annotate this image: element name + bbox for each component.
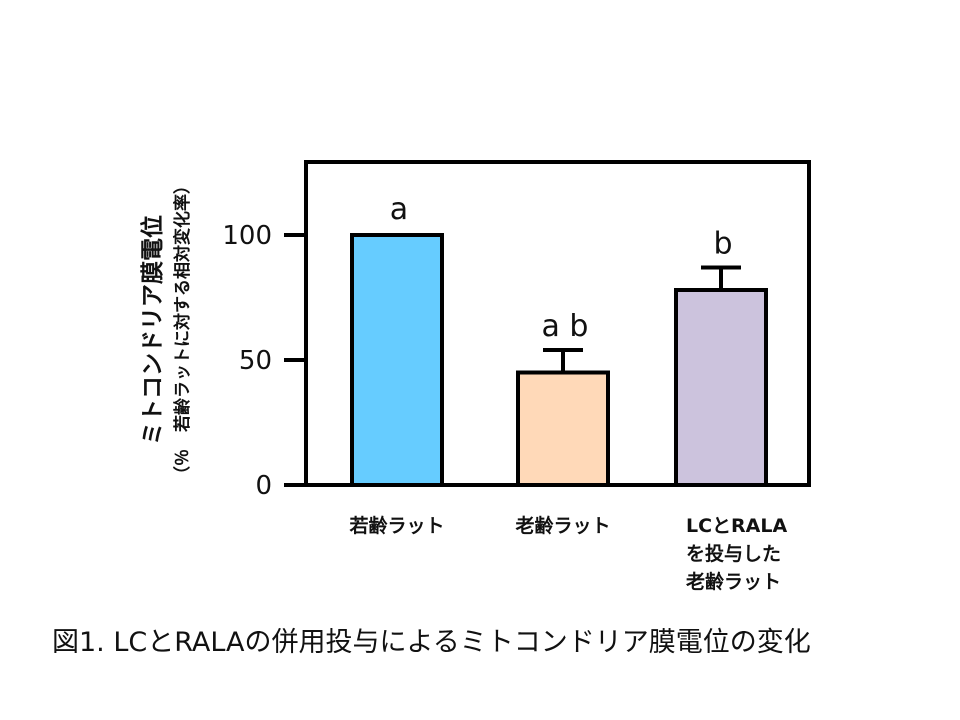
y-tick-label-0: 0 [255,471,272,501]
y-axis-ticks: 0 50 100 [222,221,306,501]
significance-label-1: a [390,192,408,227]
y-axis-label: ミトコンドリア膜電位 [139,215,166,445]
bar-1 [350,233,444,487]
bar-2 [516,370,610,487]
figure-caption: 図1. LCとRALAの併用投与によるミトコンドリア膜電位の変化 [52,627,811,658]
category-label-3-line-3: 老齢ラット [686,570,781,593]
y-tick-label-50: 50 [239,346,272,376]
y-tick-label-100: 100 [222,221,272,251]
category-label-2-line-1: 老齢ラット [515,514,610,537]
y-axis-label-group: ミトコンドリア膜電位 （％ 若齢ラットに対する相対変化率） [139,177,193,483]
significance-label-3: b [713,227,732,262]
error-bars [543,265,741,373]
plot-frame [304,160,811,487]
bar-3 [674,288,768,487]
significance-labels: a a b b [390,192,733,344]
category-label-3-line-1: LCとRALA [686,515,787,537]
bars [350,233,768,487]
category-label-3-line-2: を投与した [686,542,781,565]
category-label-1-line-1: 若齢ラット [349,514,444,537]
significance-label-2: a b [542,309,589,344]
y-axis-sublabel: （％ 若齢ラットに対する相対変化率） [172,177,193,483]
